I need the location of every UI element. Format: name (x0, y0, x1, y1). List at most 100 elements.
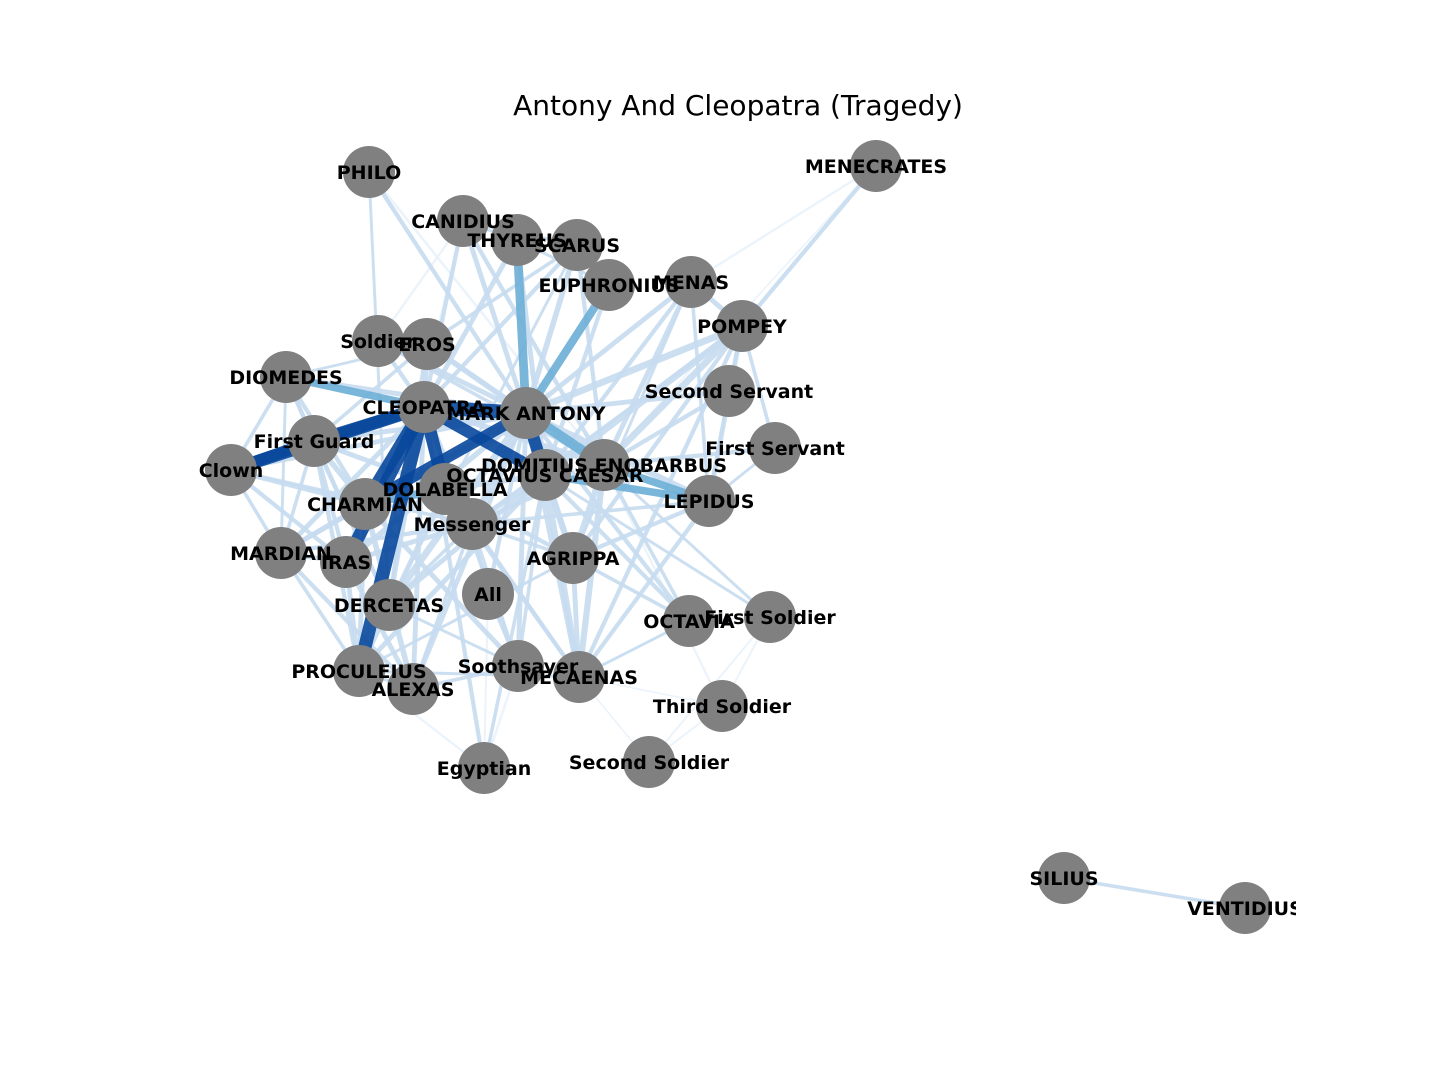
edge-egyptian-all (482, 592, 490, 770)
node-label-octavia: OCTAVIA (643, 611, 735, 633)
edge-domitius-enobarbus-menas (601, 279, 694, 468)
node-mark-antony (500, 387, 552, 439)
node-label-philo: PHILO (337, 162, 401, 184)
node-label-ventidius: VENTIDIUS (1187, 898, 1303, 920)
edge-octavius-caesar-euphronius (542, 282, 612, 478)
node-charmian (339, 478, 391, 530)
edge-mark-antony-second-servant (523, 388, 732, 416)
node-label-menecrates: MENECRATES (805, 156, 947, 178)
node-label-first-guard: First Guard (254, 431, 375, 453)
edge-octavius-caesar-proculeius (356, 472, 548, 674)
node-label-iras: IRAS (321, 552, 371, 574)
node-label-euphronius: EUPHRONIUS (538, 275, 679, 297)
node-label-cleopatra: CLEOPATRA (363, 397, 486, 419)
node-label-silius: SILIUS (1029, 868, 1098, 890)
node-iras (320, 536, 372, 588)
edge-cleopatra-canidius (421, 218, 466, 410)
edge-mardian-alexas (278, 550, 416, 692)
node-label-soothsayer: Soothsayer (458, 656, 579, 678)
node-label-mark-antony: MARK ANTONY (447, 403, 606, 425)
node-thyreus (491, 214, 543, 266)
node-label-agrippa: AGRIPPA (527, 548, 620, 570)
node-pompey (716, 300, 768, 352)
node-mecaenas (553, 651, 605, 703)
node-label-first-soldier: First Soldier (704, 607, 836, 629)
node-euphronius (583, 259, 635, 311)
node-menecrates (850, 140, 902, 192)
node-label-dolabella: DOLABELLA (382, 479, 507, 501)
node-lepidus (683, 475, 735, 527)
edge-egyptian-proculeius (357, 669, 486, 770)
edge-mark-antony-thyreus (512, 235, 531, 418)
node-layer (205, 140, 1271, 934)
node-label-eros: EROS (398, 334, 455, 356)
edge-octavius-caesar-first-soldier (543, 473, 772, 619)
node-label-second-soldier: Second Soldier (569, 752, 730, 774)
node-label-scarus: SCARUS (534, 235, 620, 257)
node-mardian (255, 527, 307, 579)
node-agrippa (547, 532, 599, 584)
edge-mark-antony-pompey (522, 322, 746, 417)
node-label-menas: MENAS (653, 272, 729, 294)
node-all (462, 568, 514, 620)
node-octavia (663, 595, 715, 647)
edge-domitius-enobarbus-scarus (574, 242, 607, 468)
node-dolabella (419, 463, 471, 515)
node-octavius-caesar (519, 449, 571, 501)
edge-mark-antony-menas (523, 279, 694, 416)
node-second-soldier (623, 736, 675, 788)
node-label-clown: Clown (199, 460, 264, 482)
edge-octavius-caesar-soothsayer (516, 473, 547, 668)
edge-mark-antony-canidius (460, 218, 529, 416)
edge-layer (224, 163, 1247, 910)
node-label-octavius-caesar: OCTAVIUS CAESAR (446, 465, 644, 487)
edge-lepidus-mecaenas (576, 498, 712, 680)
node-soldier (352, 315, 404, 367)
node-domitius-enobarbus (578, 439, 630, 491)
node-label-egyptian: Egyptian (437, 758, 532, 780)
node-egyptian (458, 742, 510, 794)
node-clown (205, 444, 257, 496)
edge-pompey-menecrates (739, 163, 879, 329)
edge-silius-ventidius (1062, 876, 1247, 910)
node-label-soldier: Soldier (340, 331, 416, 353)
node-label-thyreus: THYREUS (467, 230, 566, 252)
node-dercetas (363, 579, 415, 631)
edge-diomedes-mardian (279, 375, 288, 555)
edge-cleopatra-mardian (278, 404, 427, 556)
node-cleopatra (398, 381, 450, 433)
edge-menas-menecrates (689, 164, 878, 284)
node-soothsayer (492, 640, 544, 692)
node-label-mardian: MARDIAN (230, 543, 332, 565)
chart-title: Antony And Cleopatra (Tragedy) (513, 89, 963, 122)
node-label-pompey: POMPEY (697, 316, 787, 338)
node-label-all: All (474, 584, 502, 606)
node-label-second-servant: Second Servant (645, 381, 813, 403)
node-label-canidius: CANIDIUS (411, 211, 515, 233)
node-ventidius (1219, 882, 1271, 934)
node-label-dercetas: DERCETAS (334, 595, 444, 617)
node-label-messenger: Messenger (414, 514, 531, 536)
node-label-charmian: CHARMIAN (307, 494, 423, 516)
node-second-servant (703, 365, 755, 417)
edge-cleopatra-scarus (421, 242, 580, 410)
edge-charmian-mark-antony (359, 407, 532, 510)
node-scarus (551, 219, 603, 271)
node-proculeius (333, 645, 385, 697)
edge-domitius-enobarbus-pompey (600, 322, 746, 469)
node-menas (665, 256, 717, 308)
node-label-proculeius: PROCULEIUS (291, 661, 426, 683)
node-canidius (437, 195, 489, 247)
node-philo (343, 146, 395, 198)
node-third-soldier (696, 680, 748, 732)
edge-domitius-enobarbus-octavia (602, 463, 691, 623)
node-label-first-servant: First Servant (705, 438, 845, 460)
edge-pompey-agrippa (570, 323, 745, 561)
node-label-third-soldier: Third Soldier (653, 696, 792, 718)
edge-octavius-caesar-egyptian (482, 473, 547, 770)
edge-domitius-enobarbus-canidius (460, 218, 607, 468)
node-label-diomedes: DIOMEDES (229, 367, 342, 389)
node-label-alexas: ALEXAS (372, 679, 455, 701)
